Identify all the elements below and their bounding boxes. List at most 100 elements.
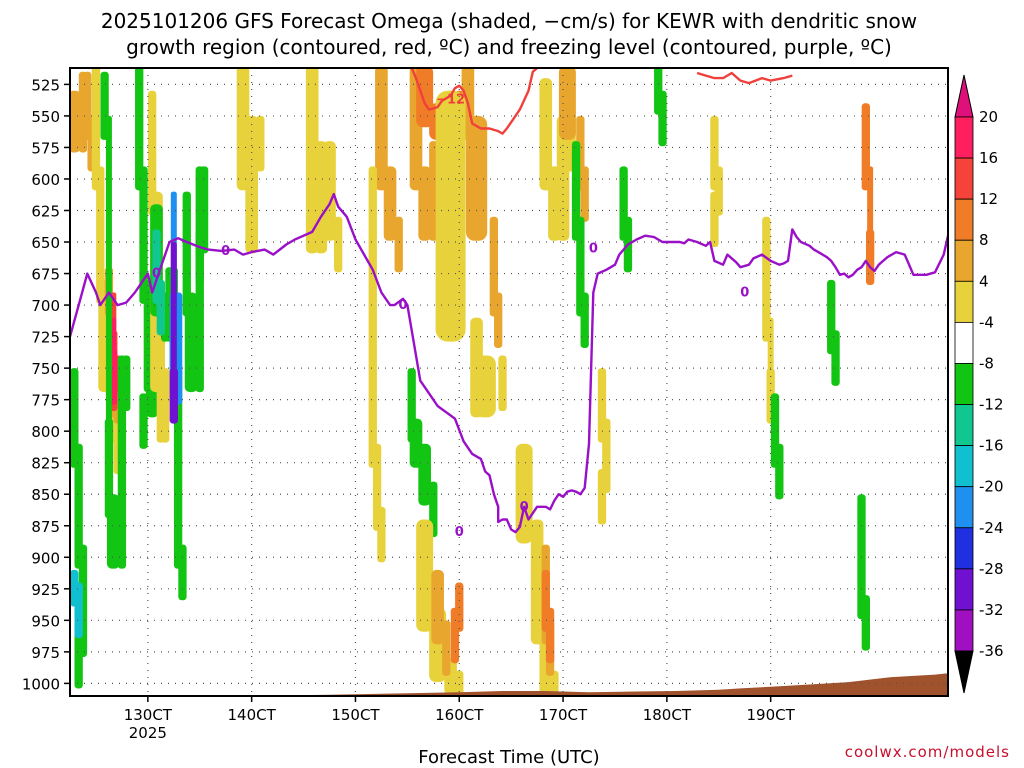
colorbar-label-8: 8 xyxy=(979,231,989,249)
colorbar-label-20: 20 xyxy=(979,108,998,126)
colorbar-swatch-12 xyxy=(954,198,974,241)
colorbar-label--28: -28 xyxy=(979,560,1004,578)
omega-shade-29-1 xyxy=(576,216,585,317)
omega-shade-7-3 xyxy=(106,494,120,569)
contours xyxy=(70,68,948,534)
colorbar-label-4: 4 xyxy=(979,272,989,290)
y-tick-label-875: 875 xyxy=(31,518,60,536)
omega-shade-28-2 xyxy=(580,166,589,222)
colorbar-label--20: -20 xyxy=(979,478,1004,496)
colorbar-swatch-20 xyxy=(954,116,974,159)
y-tick-label-750: 750 xyxy=(31,360,60,378)
omega-shade-11-1 xyxy=(156,279,165,336)
y-tick-label-550: 550 xyxy=(31,108,60,126)
colorbar-swatch--20 xyxy=(954,486,974,529)
omega-shade-26-1 xyxy=(450,607,460,664)
plot-area: 0 0 0 0 0 0 0 −12 xyxy=(70,68,948,696)
y-tick-label-625: 625 xyxy=(31,202,60,220)
omega-shade-40-2 xyxy=(865,229,875,285)
omega-shade-29-0 xyxy=(571,141,581,241)
colorbar-label--4: -4 xyxy=(979,313,994,331)
freezing-label-3: 0 xyxy=(455,525,464,540)
y-tick-label-775: 775 xyxy=(31,392,60,410)
colorbar-under-triangle xyxy=(954,650,974,694)
colorbar: 20 16 12 8 4 -4 -8 -12 -16 -20 -24 -28 -32 -36 xyxy=(954,74,1004,694)
omega-shade-27-0 xyxy=(539,78,553,191)
omega-shade-19-1 xyxy=(418,166,431,241)
omega-shade-8-4 xyxy=(139,393,148,449)
colorbar-label--8: -8 xyxy=(979,354,994,372)
colorbar-label-16: 16 xyxy=(979,149,998,167)
omega-shade-22-3 xyxy=(498,355,507,412)
omega-shade-14-4 xyxy=(195,229,204,285)
y-tick-label-600: 600 xyxy=(31,171,60,189)
y-tick-label-575: 575 xyxy=(31,139,60,157)
x-tick-sublabel-130CT: 2025 xyxy=(129,724,167,742)
omega-shade-38-1 xyxy=(775,443,784,500)
omega-shade-27-2 xyxy=(556,115,570,241)
colorbar-label--12: -12 xyxy=(979,396,1004,414)
colorbar-swatch--4 xyxy=(954,321,974,364)
omega-shade-17-1 xyxy=(383,166,397,241)
omega-shade-14-1 xyxy=(184,292,198,393)
omega-shade-17-2 xyxy=(394,216,403,273)
omega-shade-16-2 xyxy=(323,141,336,241)
x-tick-label-180CT: 180CT xyxy=(643,706,692,724)
omega-shade-3-1 xyxy=(96,166,105,304)
omega-shade-25-1 xyxy=(442,620,451,676)
colorbar-swatch--12 xyxy=(954,404,974,447)
omega-shade-14-0 xyxy=(182,191,191,317)
colorbar-over-triangle xyxy=(954,74,974,118)
contour-labels: 0 0 0 0 0 0 0 −12 xyxy=(152,93,749,541)
x-tick-label-170CT: 170CT xyxy=(539,706,588,724)
omega-shade-9-0 xyxy=(148,90,157,216)
y-tick-label-525: 525 xyxy=(31,76,60,94)
contour-dendritic-growth-minus12C xyxy=(410,68,538,135)
omega-shade-7-5 xyxy=(122,355,131,412)
omega-shade-30-3 xyxy=(550,670,559,696)
omega-shade-21-2 xyxy=(489,216,499,317)
omega-shade-33-2 xyxy=(597,469,607,525)
colorbar-label-12: 12 xyxy=(979,190,998,208)
omega-shade-20-0 xyxy=(416,68,434,128)
freezing-label-4: 0 xyxy=(520,500,529,515)
y-tick-label-675: 675 xyxy=(31,266,60,284)
omega-shade-13-0 xyxy=(170,242,177,393)
omega-shade-30-1 xyxy=(530,519,544,645)
y-tick-label-950: 950 xyxy=(31,612,60,630)
colorbar-swatch-8 xyxy=(954,239,974,282)
y-tick-label-825: 825 xyxy=(31,455,60,473)
x-tick-label-190CT: 190CT xyxy=(747,706,796,724)
colorbar-label--32: -32 xyxy=(979,601,1004,619)
plot-background xyxy=(70,68,948,696)
y-tick-label-650: 650 xyxy=(31,234,60,252)
colorbar-swatch-16 xyxy=(954,157,974,200)
omega-shade-24-0 xyxy=(416,519,434,632)
omega-shade-41-0 xyxy=(857,494,866,620)
omega-shade-1-1 xyxy=(74,443,83,569)
y-tick-label-850: 850 xyxy=(31,486,60,504)
colorbar-label--36: -36 xyxy=(979,642,1004,660)
x-tick-label-140CT: 140CT xyxy=(228,706,277,724)
colorbar-swatch--16 xyxy=(954,445,974,488)
omega-shade-41-1 xyxy=(861,595,870,651)
y-tick-label-1000: 1000 xyxy=(22,675,60,693)
colorbar-label--24: -24 xyxy=(979,519,1004,537)
omega-shade-3-0 xyxy=(91,68,101,191)
freezing-label-5: 0 xyxy=(589,241,598,256)
terrain-area xyxy=(70,673,948,696)
omega-shade-0-0 xyxy=(70,90,81,153)
omega-shade-13-1 xyxy=(169,368,178,424)
chart-title-line2: growth region (contoured, red, ºC) and f… xyxy=(126,35,892,59)
y-tick-label-925: 925 xyxy=(31,581,60,599)
omega-shade-8-2 xyxy=(143,279,153,393)
omega-shade-22-0 xyxy=(435,90,466,342)
contour-dendritic-growth-upper xyxy=(696,71,793,85)
omega-shading xyxy=(70,68,875,696)
omega-shade-17-0 xyxy=(375,68,388,191)
omega-shade-32-1 xyxy=(545,607,555,664)
omega-shade-18-2 xyxy=(377,506,386,563)
omega-shade-35-2 xyxy=(710,191,719,248)
omega-shade-18-0 xyxy=(368,166,377,468)
y-tick-label-975: 975 xyxy=(31,644,60,662)
